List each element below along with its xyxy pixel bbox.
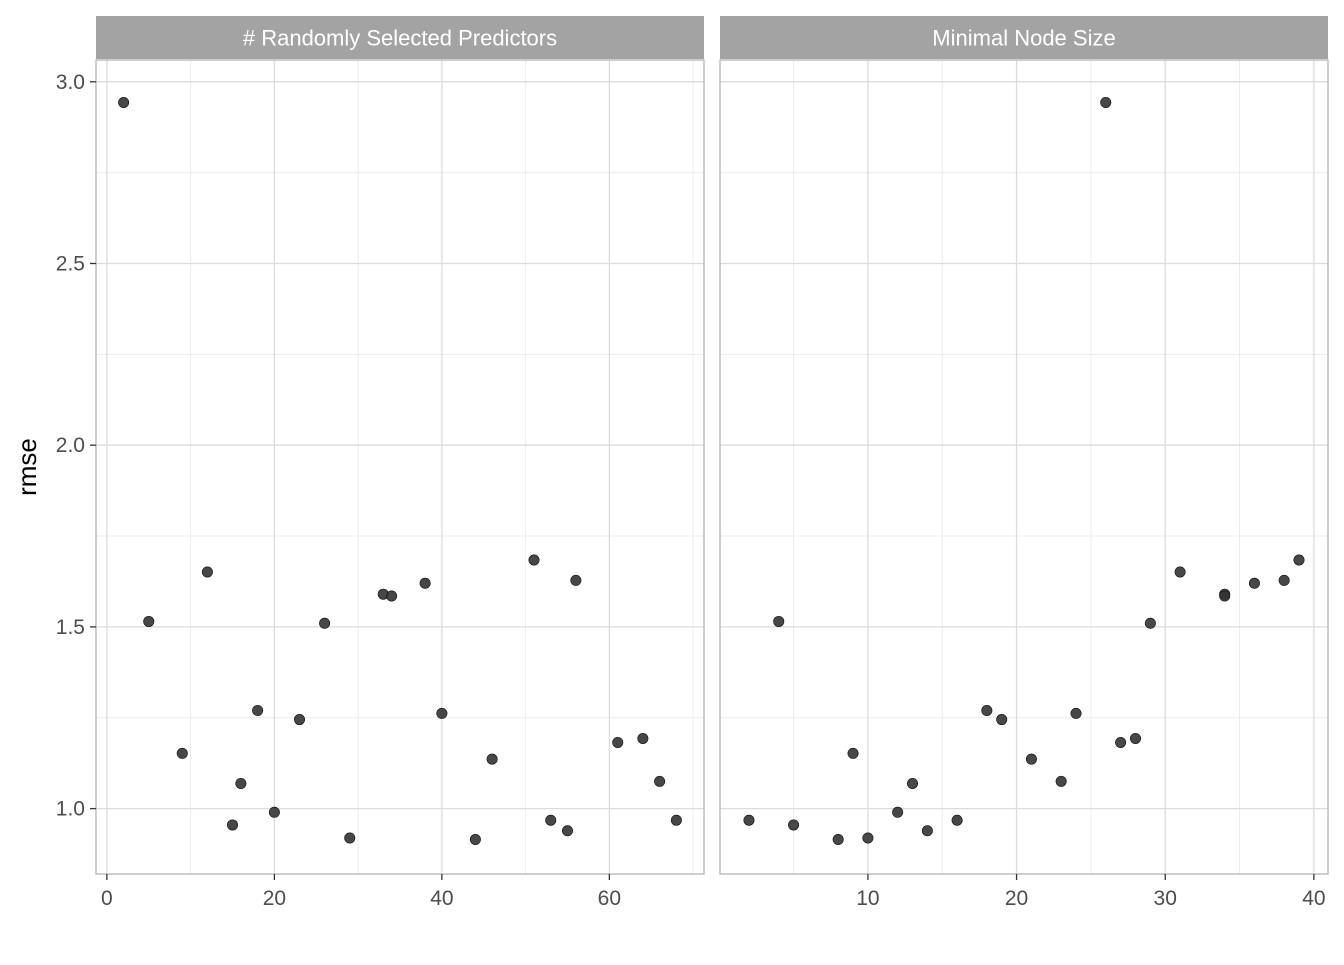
panel-border bbox=[95, 59, 705, 875]
data-point bbox=[743, 814, 755, 826]
x-tick-label: 20 bbox=[1005, 887, 1028, 910]
x-tick-label: 60 bbox=[598, 887, 621, 910]
data-point bbox=[788, 819, 800, 831]
y-axis-title: rmse bbox=[12, 438, 42, 496]
panel-title: Minimal Node Size bbox=[932, 26, 1115, 51]
data-point bbox=[545, 814, 557, 826]
panel-border bbox=[719, 59, 1329, 875]
data-point bbox=[344, 832, 356, 844]
data-point bbox=[832, 833, 844, 845]
data-point bbox=[1278, 574, 1290, 586]
x-tick-label: 40 bbox=[430, 887, 453, 910]
data-point bbox=[1129, 732, 1141, 744]
data-point bbox=[1248, 577, 1260, 589]
data-point bbox=[235, 778, 247, 790]
data-point bbox=[570, 574, 582, 586]
data-point bbox=[227, 819, 239, 831]
data-point bbox=[1025, 753, 1037, 765]
y-tick-label: 1.5 bbox=[56, 616, 85, 639]
data-point bbox=[118, 97, 130, 109]
data-point bbox=[201, 566, 213, 578]
panel-strip bbox=[96, 16, 704, 59]
data-point bbox=[1115, 736, 1127, 748]
panel-1: # Randomly Selected Predictors 0 20 40 60 bbox=[95, 16, 705, 910]
data-point bbox=[486, 753, 498, 765]
panel-background bbox=[720, 60, 1328, 874]
data-point bbox=[143, 615, 155, 627]
data-point bbox=[1100, 97, 1112, 109]
data-point bbox=[436, 707, 448, 719]
data-point bbox=[1219, 590, 1231, 602]
data-point bbox=[528, 554, 540, 566]
x-tick-label: 20 bbox=[263, 887, 286, 910]
data-point bbox=[1293, 554, 1305, 566]
y-tick-label: 2.5 bbox=[56, 253, 85, 276]
data-point bbox=[996, 714, 1008, 726]
panel-strip bbox=[720, 16, 1328, 59]
y-tick-label: 2.0 bbox=[56, 434, 85, 457]
x-tick-label: 10 bbox=[856, 887, 879, 910]
data-point bbox=[252, 704, 264, 716]
x-tick-label: 30 bbox=[1154, 887, 1177, 910]
data-point bbox=[921, 825, 933, 837]
data-point bbox=[319, 617, 331, 629]
data-point bbox=[892, 806, 904, 818]
data-point bbox=[561, 825, 573, 837]
data-point bbox=[951, 814, 963, 826]
y-tick-label: 3.0 bbox=[56, 71, 85, 94]
data-point bbox=[612, 736, 624, 748]
panel-title: # Randomly Selected Predictors bbox=[243, 26, 557, 51]
y-tick-label: 1.0 bbox=[56, 798, 85, 821]
data-point bbox=[1144, 617, 1156, 629]
panel-background bbox=[96, 60, 704, 874]
data-point bbox=[419, 577, 431, 589]
data-point bbox=[907, 778, 919, 790]
data-point bbox=[637, 732, 649, 744]
x-tick-label: 0 bbox=[101, 887, 113, 910]
data-point bbox=[386, 590, 398, 602]
data-point bbox=[847, 747, 859, 759]
data-point bbox=[268, 806, 280, 818]
data-point bbox=[1055, 775, 1067, 787]
data-point bbox=[773, 615, 785, 627]
data-point bbox=[981, 704, 993, 716]
data-point bbox=[294, 714, 306, 726]
data-point bbox=[670, 814, 682, 826]
data-point bbox=[1174, 566, 1186, 578]
x-tick-label: 40 bbox=[1302, 887, 1325, 910]
data-point bbox=[469, 833, 481, 845]
data-point bbox=[862, 832, 874, 844]
data-point bbox=[1070, 707, 1082, 719]
panel-2: Minimal Node Size 10 20 30 40 bbox=[719, 16, 1329, 910]
data-point bbox=[654, 775, 666, 787]
data-point bbox=[176, 747, 188, 759]
